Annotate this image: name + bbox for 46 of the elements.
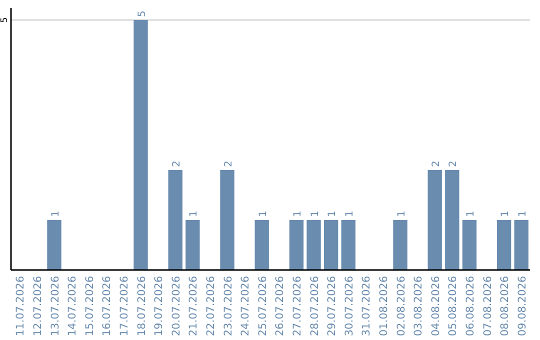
data-label: 1 [292, 210, 304, 217]
x-tick-label: 29.07.2026 [326, 276, 338, 336]
x-tick-label: 27.07.2026 [291, 276, 304, 336]
data-label: 1 [517, 210, 528, 217]
data-label: 1 [327, 210, 338, 217]
x-tick-label: 12.07.2026 [32, 276, 44, 336]
x-tick-label: 22.07.2026 [204, 276, 217, 336]
data-label: 1 [188, 210, 200, 217]
x-tick-label: 02.08.2026 [395, 276, 408, 336]
x-tick-label: 13.07.2026 [49, 276, 62, 336]
data-label: 1 [258, 210, 269, 217]
x-tick-label: 23.07.2026 [222, 276, 234, 336]
x-tick-label: 01.08.2026 [378, 276, 390, 336]
x-tick-label: 21.07.2026 [188, 276, 200, 336]
data-label: 2 [223, 160, 234, 167]
data-label: 5 [136, 10, 148, 17]
data-label: 1 [50, 210, 62, 217]
data-label: 1 [500, 210, 512, 217]
x-tick-label: 25.07.2026 [256, 276, 269, 336]
x-tick-label: 14.07.2026 [66, 276, 79, 336]
x-tick-label: 15.07.2026 [84, 276, 96, 336]
x-tick-label: 31.07.2026 [360, 276, 373, 336]
x-tick-label: 26.07.2026 [274, 276, 286, 336]
data-label: 2 [430, 160, 442, 167]
x-tick-label: 03.08.2026 [412, 276, 425, 336]
data-label: 2 [171, 160, 182, 167]
x-tick-label: 16.07.2026 [101, 276, 114, 336]
data-label: 1 [344, 210, 356, 217]
x-tick-label: 07.08.2026 [482, 276, 494, 336]
x-tick-label: 17.07.2026 [118, 276, 130, 336]
x-tick-label: 05.08.2026 [447, 276, 460, 336]
x-tick-label: 24.07.2026 [240, 276, 252, 336]
x-tick-label: 28.07.2026 [308, 276, 321, 336]
x-tick-label: 11.07.2026 [14, 276, 27, 336]
x-tick-label: 06.08.2026 [464, 276, 476, 336]
x-tick-label: 18.07.2026 [136, 276, 148, 336]
x-tick-label: 30.07.2026 [343, 276, 356, 336]
x-tick-label: 09.08.2026 [516, 276, 528, 336]
x-tick-label: 08.08.2026 [499, 276, 512, 336]
data-label: 1 [310, 210, 321, 217]
data-label: 2 [448, 160, 460, 167]
x-tick-label: 20.07.2026 [170, 276, 182, 336]
data-label: 1 [465, 210, 476, 217]
data-label: 1 [396, 210, 408, 217]
x-tick-label: 19.07.2026 [153, 276, 166, 336]
x-tick-label: 04.08.2026 [430, 276, 442, 336]
